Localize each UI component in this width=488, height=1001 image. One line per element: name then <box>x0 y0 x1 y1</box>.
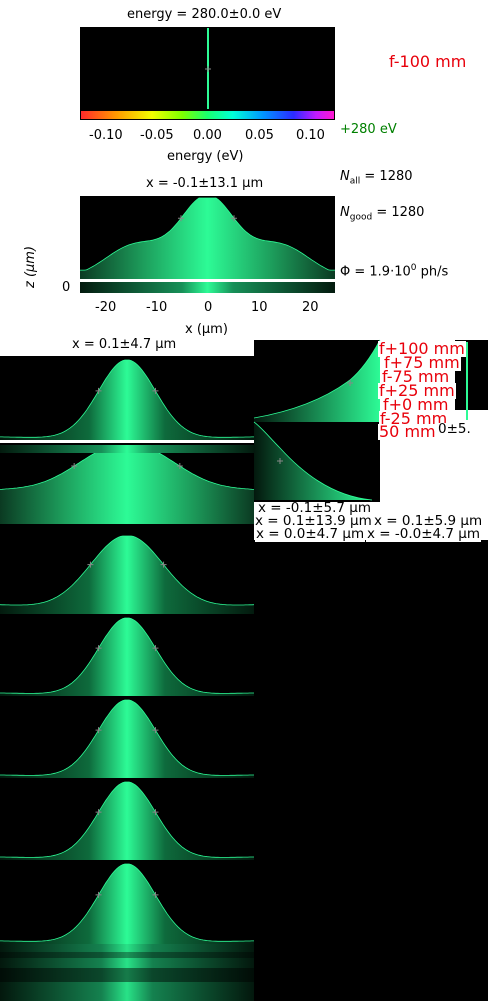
stack-profile-5-fill <box>0 782 254 860</box>
stack-profile-6-sigma-marker <box>152 891 159 898</box>
energy-tick: 0.05 <box>245 128 274 143</box>
stack-profile-4-fill <box>0 700 254 778</box>
flux-unit: ph/s <box>416 264 449 280</box>
energy-value: +280 eV <box>340 122 397 137</box>
width-label: x = -0.0±4.7 μm <box>366 526 482 542</box>
stack-profile-6-sigma-marker <box>95 891 102 898</box>
energy-axis-label: energy (eV) <box>167 149 244 164</box>
mini-a-fill <box>254 340 380 422</box>
n-all-value: = 1280 <box>360 169 413 184</box>
n-all-symbol: N <box>340 169 350 184</box>
energy-peak-marker <box>205 66 211 72</box>
stack-profile-3-outline <box>0 617 254 694</box>
main-panel-xlabel: x (μm) <box>185 322 228 337</box>
main-panel-ytick: 0 <box>62 280 71 295</box>
stack-profile-2-fill <box>0 536 254 614</box>
stack-profile-1-sigma-marker <box>71 463 78 470</box>
mini-a-marker <box>347 380 353 386</box>
right-lower-background <box>254 540 488 1001</box>
stack-profile-1-fill <box>0 446 254 524</box>
main-xtick: -20 <box>95 300 117 315</box>
stack-profile-4-sigma-marker <box>95 727 102 734</box>
stack-strip-bottom <box>0 944 254 1001</box>
overlap-focus-label: f+100 mm <box>378 339 466 358</box>
overlap-focus-label: 50 mm <box>378 422 437 441</box>
main-panel-title: x = -0.1±13.1 μm <box>146 176 264 191</box>
stack-profile-0-sigma-marker <box>152 387 159 394</box>
stack-profile-6-fill <box>0 864 254 944</box>
overlap-focus-label: f+75 mm <box>383 353 461 372</box>
stack-profile-3-sigma-marker <box>95 645 102 652</box>
mini-b-outline <box>253 421 373 501</box>
main-profile-fill <box>80 198 335 279</box>
main-profile-sigma-marker <box>231 215 238 222</box>
main-xtick: 20 <box>302 300 319 315</box>
focus-label: f-100 mm <box>389 52 467 71</box>
energy-tick: 0.00 <box>193 128 222 143</box>
main-xtick: 0 <box>204 300 213 315</box>
overlap-focus-label: f-25 mm <box>379 409 449 428</box>
n-good-subscript: good <box>349 212 373 223</box>
width-label: x = -0.1±5.7 μm <box>257 500 373 516</box>
energy-tick: 0.10 <box>296 128 325 143</box>
main-strip-fill <box>80 282 335 293</box>
main-xtick: 10 <box>251 300 268 315</box>
width-label: x = 0.1±5.9 μm <box>373 513 484 529</box>
main-xtick: -10 <box>146 300 168 315</box>
width-label: x = 0.0±4.7 μm <box>255 526 366 542</box>
stack-separator <box>0 440 254 443</box>
n-all-label: Nall = 1280 <box>340 170 413 187</box>
stack-profile-0-fill <box>0 360 254 440</box>
overlap-focus-label: f+25 mm <box>378 381 456 400</box>
energy-panel-title: energy = 280.0±0.0 eV <box>127 7 282 22</box>
stack-profile-0-sigma-marker <box>95 387 102 394</box>
flux-exponent: 0 <box>410 263 417 273</box>
overlap-focus-label: f-75 mm <box>381 367 451 386</box>
stack-strip-top <box>0 445 254 453</box>
stack-profile-3-fill <box>0 618 254 696</box>
overlap-focus-label: f+0 mm <box>382 395 450 414</box>
energy-tick: -0.10 <box>89 128 123 143</box>
stack-profile-5-sigma-marker <box>152 809 159 816</box>
flux-text: Φ = 1.9·10 <box>340 264 411 280</box>
n-good-label: Ngood = 1280 <box>340 206 424 223</box>
mini-a-outline <box>253 339 381 419</box>
stack-profile-4-sigma-marker <box>152 727 159 734</box>
n-good-value: = 1280 <box>372 205 425 220</box>
stack-profile-0-outline <box>0 359 254 438</box>
stack-profile-3-sigma-marker <box>152 645 159 652</box>
n-all-subscript: all <box>349 176 361 187</box>
stack-profile-4-outline <box>0 699 254 776</box>
stack-strip-band-b <box>0 968 254 982</box>
mini-b-marker <box>277 458 283 464</box>
flux-label: Φ = 1.9·100 ph/s <box>340 263 449 280</box>
mini-b-fill <box>254 422 372 500</box>
n-good-symbol: N <box>340 205 350 220</box>
main-profile-outline <box>80 197 335 271</box>
stack-strip-band-a <box>0 952 254 958</box>
stack-title: x = 0.1±4.7 μm <box>72 337 177 352</box>
stack-profile-1-sigma-marker <box>176 463 183 470</box>
stack-profile-2-sigma-marker <box>160 561 167 568</box>
energy-tick: -0.05 <box>140 128 174 143</box>
main-profile-sigma-marker <box>177 215 184 222</box>
stack-profile-5-sigma-marker <box>95 809 102 816</box>
stack-profile-2-outline <box>0 535 255 606</box>
stack-profile-5-outline <box>0 781 254 858</box>
stack-profile-6-outline <box>0 863 254 942</box>
width-label: x = 0.1±13.9 μm <box>254 513 373 529</box>
energy-colorbar <box>80 110 335 120</box>
overlap-fragment-label: 0±5. <box>437 421 472 437</box>
stack-profile-2-sigma-marker <box>87 561 94 568</box>
